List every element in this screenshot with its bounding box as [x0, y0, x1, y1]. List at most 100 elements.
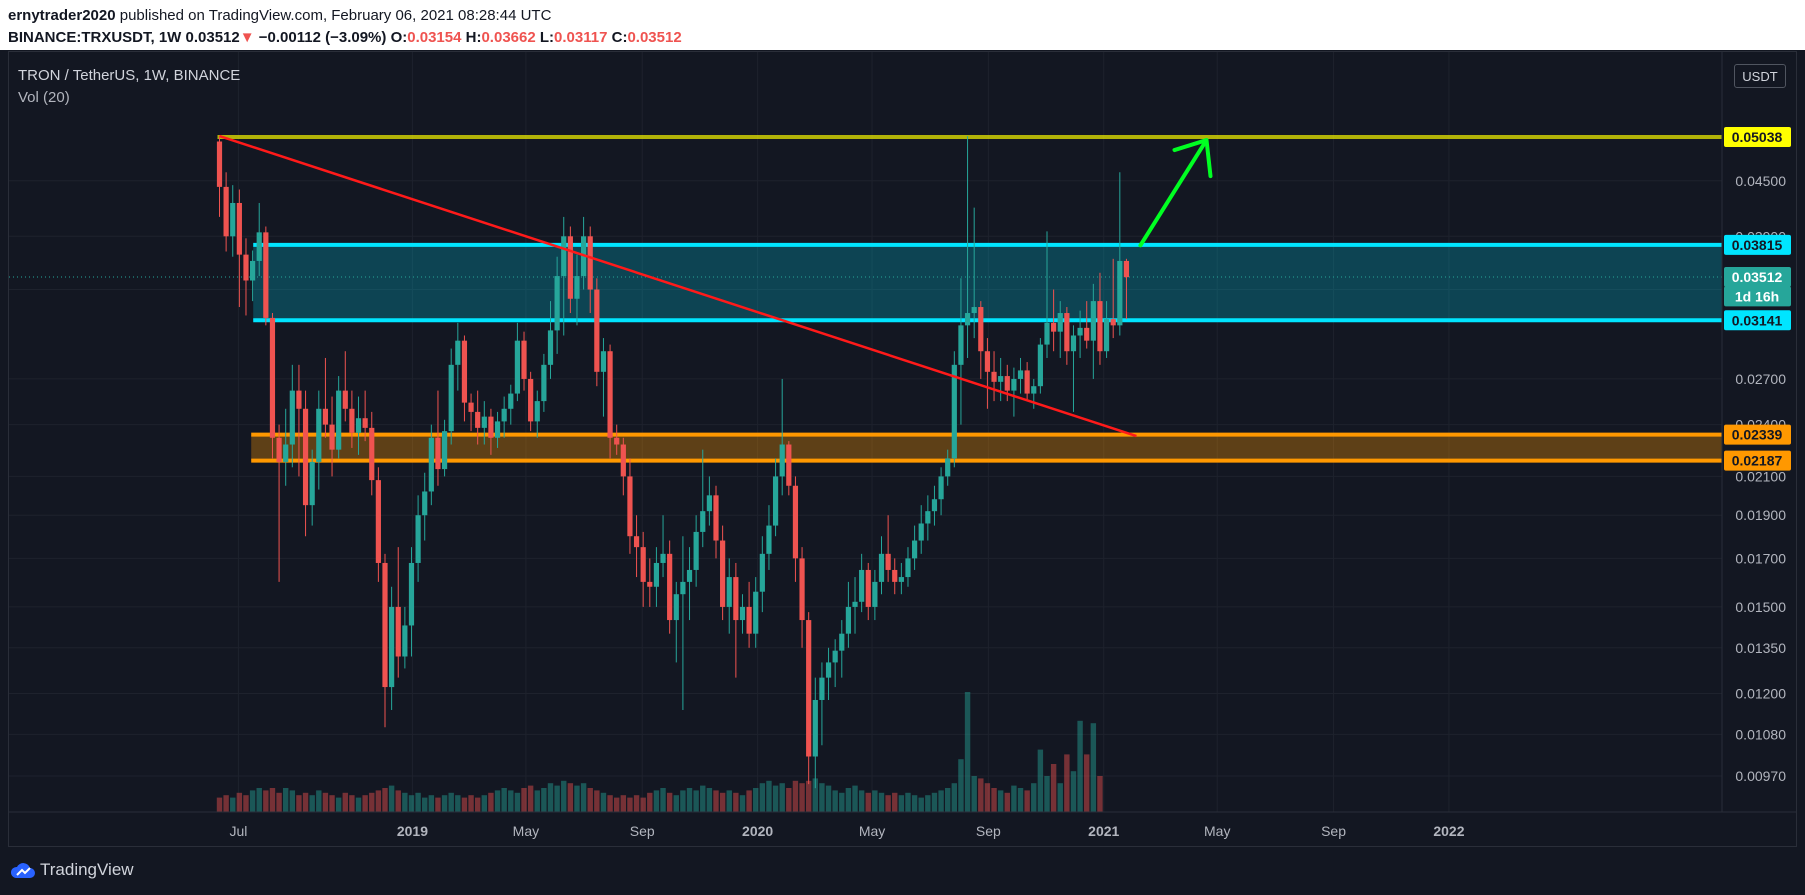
- volume-bar: [289, 790, 296, 812]
- chart-legend-title[interactable]: TRON / TetherUS, 1W, BINANCE: [18, 67, 241, 84]
- volume-bar: [230, 797, 236, 812]
- volume-bar: [335, 797, 342, 812]
- candle-up: [964, 313, 971, 326]
- volume-bar: [468, 795, 474, 812]
- volume-bar: [296, 795, 302, 812]
- volume-bar: [772, 785, 779, 812]
- price-axis-label[interactable]: 0.01200: [1735, 685, 1786, 701]
- candle-up: [1117, 260, 1123, 326]
- price-tag-support-bottom: 0.02187: [1732, 453, 1783, 469]
- volume-bar: [1037, 749, 1044, 812]
- price-axis-label[interactable]: 0.01700: [1735, 550, 1786, 566]
- time-axis-label[interactable]: May: [1204, 823, 1230, 839]
- volume-bar: [627, 797, 633, 812]
- target-arrow-shaft: [1138, 138, 1209, 248]
- candle-up: [898, 577, 904, 582]
- close-label: C:: [611, 29, 628, 46]
- volume-bar: [971, 776, 977, 812]
- volume-bar: [521, 788, 527, 812]
- volume-bar: [945, 788, 951, 812]
- candle-up: [673, 594, 679, 621]
- time-axis-label[interactable]: 2021: [1088, 823, 1119, 839]
- candle-down: [322, 408, 329, 425]
- low-value: 0.03117: [554, 29, 608, 46]
- candle-up: [1057, 313, 1063, 332]
- candle-down: [369, 427, 375, 481]
- time-axis-label[interactable]: 2020: [742, 823, 773, 839]
- candle-down: [269, 317, 276, 438]
- time-axis-label[interactable]: Sep: [1321, 823, 1346, 839]
- candle-up: [753, 591, 759, 634]
- volume-bar: [680, 790, 686, 812]
- tradingview-cloud-icon[interactable]: [10, 858, 36, 884]
- volume-bar: [640, 797, 646, 812]
- volume-bar: [422, 797, 428, 812]
- time-axis-label[interactable]: Jul: [229, 823, 247, 839]
- candle-down: [468, 402, 474, 412]
- candle-down: [216, 141, 223, 187]
- tradingview-brand[interactable]: TradingView: [40, 860, 134, 879]
- volume-bar: [614, 797, 620, 812]
- volume-bar: [786, 788, 792, 812]
- candle-up: [938, 476, 944, 500]
- volume-bar: [1077, 720, 1083, 812]
- price-tag-bg-support-top: [1724, 424, 1791, 445]
- volume-bar: [660, 788, 666, 812]
- volume-bar: [845, 788, 852, 812]
- price-chart[interactable]: 0.045000.039000.034000.027000.024000.021…: [0, 0, 1805, 848]
- volume-bar: [375, 790, 382, 812]
- candle-up: [256, 232, 262, 261]
- time-axis[interactable]: Jul 2019 May Sep 2020 May Sep 2021 May Sep 2022: [9, 811, 1796, 839]
- currency-button[interactable]: USDT: [1734, 64, 1786, 88]
- candle-down: [627, 476, 633, 537]
- time-axis-label[interactable]: Sep: [976, 823, 1001, 839]
- candle-down: [806, 620, 812, 757]
- price-axis-label[interactable]: 0.02700: [1735, 371, 1786, 387]
- volume-bar: [1090, 723, 1097, 812]
- candle-up: [660, 553, 666, 563]
- volume-bar: [693, 790, 699, 812]
- candle-down: [375, 480, 381, 563]
- publication-header: ernytrader2020 published on TradingView.…: [0, 0, 1805, 50]
- candle-up: [402, 625, 408, 657]
- price-axis-label[interactable]: 0.02100: [1735, 468, 1786, 484]
- candle-up: [422, 491, 428, 516]
- volume-bar: [997, 790, 1004, 812]
- volume-bar: [249, 790, 256, 812]
- time-axis-label[interactable]: Sep: [630, 823, 655, 839]
- price-axis-label[interactable]: 0.00970: [1735, 768, 1786, 784]
- candle-up: [759, 553, 765, 592]
- volume-bar: [382, 788, 388, 812]
- candle-up: [547, 330, 554, 365]
- candle-down: [1123, 260, 1130, 278]
- price-change: −0.00112 (−3.09%): [258, 29, 387, 46]
- price-axis-label[interactable]: 0.01350: [1735, 640, 1786, 656]
- price-axis-label[interactable]: 0.01900: [1735, 507, 1786, 523]
- time-axis-label[interactable]: May: [859, 823, 885, 839]
- candle-up: [812, 699, 818, 757]
- author-name[interactable]: ernytrader2020: [8, 7, 116, 24]
- candle-up: [852, 601, 858, 607]
- volume-bar: [852, 785, 858, 812]
- price-axis-label[interactable]: 0.01080: [1735, 726, 1786, 742]
- candle-down: [236, 202, 242, 255]
- volume-bar: [534, 790, 540, 812]
- time-axis-label[interactable]: 2022: [1433, 823, 1464, 839]
- price-axis-label[interactable]: 0.01500: [1735, 599, 1786, 615]
- volume-bar: [673, 795, 679, 812]
- price-tag-bg-zone-bottom: [1724, 310, 1791, 331]
- volume-bar: [514, 792, 521, 812]
- candle-up: [825, 662, 832, 678]
- candle-down: [528, 378, 534, 422]
- volume-bar: [832, 790, 838, 812]
- candle-down: [488, 416, 494, 438]
- volume-bar: [753, 788, 759, 812]
- volume-legend[interactable]: Vol (20): [18, 89, 70, 106]
- candle-up: [653, 562, 660, 587]
- price-axis-label[interactable]: 0.04500: [1735, 173, 1786, 189]
- volume-bar: [461, 797, 468, 812]
- candle-up: [872, 581, 878, 607]
- price-tag-zone-top: 0.03815: [1732, 237, 1783, 253]
- time-axis-label[interactable]: 2019: [397, 823, 428, 839]
- time-axis-label[interactable]: May: [513, 823, 539, 839]
